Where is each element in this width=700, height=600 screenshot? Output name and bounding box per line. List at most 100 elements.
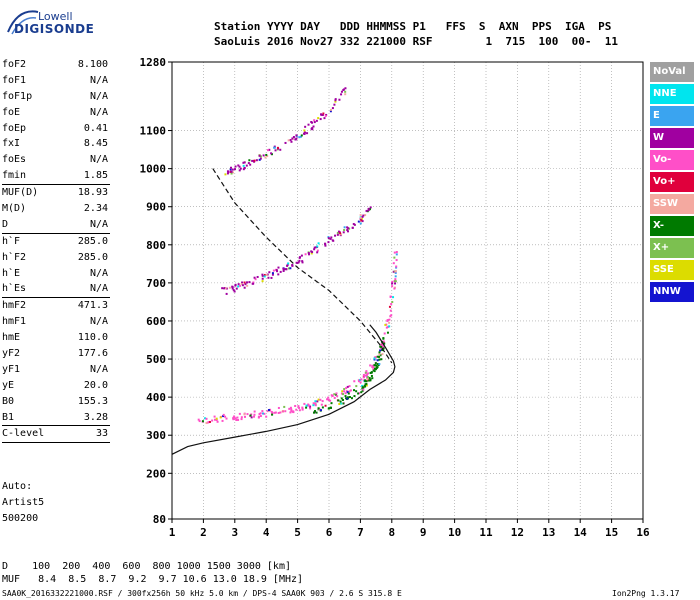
param-value: N/A <box>89 283 108 295</box>
echo-point <box>250 416 253 419</box>
echo-point <box>223 287 226 290</box>
echo-point <box>342 402 345 405</box>
y-tick-label: 600 <box>146 315 166 328</box>
echo-point <box>273 411 276 414</box>
echo-point <box>228 286 231 289</box>
echo-point <box>313 411 316 414</box>
echo-point <box>301 261 304 264</box>
param-label: foF1p <box>2 90 33 102</box>
echo-point <box>373 358 376 361</box>
echo-point <box>380 343 383 346</box>
echo-point <box>333 396 336 399</box>
echo-point <box>225 417 228 420</box>
param-value: 471.3 <box>77 300 108 312</box>
echo-point <box>253 410 256 413</box>
echo-point <box>394 280 397 283</box>
echo-point <box>371 377 374 380</box>
echo-point <box>388 325 391 328</box>
echo-point <box>348 390 351 393</box>
echo-point <box>344 90 347 93</box>
echo-point <box>393 287 396 290</box>
echo-point <box>338 402 341 405</box>
echo-point <box>391 300 394 303</box>
echo-point <box>298 256 301 259</box>
param-value: N/A <box>89 218 108 230</box>
echo-point <box>292 136 295 139</box>
echo-point <box>303 402 306 405</box>
echo-point <box>242 168 245 171</box>
echo-point <box>253 413 256 416</box>
echo-point <box>342 89 345 92</box>
echo-point <box>266 149 269 152</box>
param-row-yf1: yF1 N/A <box>2 362 110 378</box>
autoscale-artist: Artist5 <box>2 497 45 508</box>
echo-point <box>237 418 240 421</box>
param-row-hf2: h`F2 285.0 <box>2 250 110 266</box>
echo-point <box>274 149 277 152</box>
echo-point <box>355 385 358 388</box>
echo-point <box>258 154 261 157</box>
echo-point <box>383 332 386 335</box>
param-value: N/A <box>89 316 108 328</box>
param-label: hmF1 <box>2 316 27 328</box>
echo-point <box>313 246 316 249</box>
echo-point <box>344 87 347 90</box>
echo-point <box>254 278 257 281</box>
x-tick-label: 4 <box>263 526 270 539</box>
echo-point <box>389 309 392 312</box>
echo-point <box>365 209 368 212</box>
echo-point <box>311 251 314 254</box>
echo-point <box>232 416 235 419</box>
echo-point <box>313 248 316 251</box>
echo-point <box>316 251 319 254</box>
x-tick-label: 2 <box>200 526 207 539</box>
param-row-hmf1: hmF1 N/A <box>2 314 110 330</box>
echo-point <box>386 319 389 322</box>
echo-point <box>249 163 252 166</box>
echo-point <box>252 282 255 285</box>
echo-point <box>279 148 282 151</box>
echo-point <box>344 93 347 96</box>
echo-point <box>317 407 320 410</box>
param-value: 8.100 <box>77 59 108 70</box>
echo-point <box>294 138 297 141</box>
param-row-clevel: C-level 33 <box>2 426 110 442</box>
echo-point <box>346 230 349 233</box>
echo-point <box>309 405 312 408</box>
param-row-d: D N/A <box>2 217 110 233</box>
echo-point <box>265 415 268 418</box>
echo-point <box>290 140 293 143</box>
echo-point <box>312 404 315 407</box>
echo-point <box>348 396 351 399</box>
echo-point <box>311 121 314 124</box>
param-row-b1: B1 3.28 <box>2 410 110 426</box>
echo-point <box>359 216 362 219</box>
echo-point <box>225 287 228 290</box>
echo-point <box>288 407 291 410</box>
param-value: 33 <box>95 428 108 440</box>
echo-point <box>394 270 397 273</box>
echo-point <box>321 113 324 116</box>
echo-point <box>261 412 264 415</box>
echo-point <box>219 416 222 419</box>
param-label: M(D) <box>2 203 27 215</box>
param-label: foEs <box>2 154 27 166</box>
echo-point <box>334 99 337 102</box>
param-value: N/A <box>89 363 108 375</box>
echo-point <box>364 383 367 386</box>
echo-point <box>327 396 330 399</box>
echo-point <box>367 376 370 379</box>
echo-point <box>361 220 364 223</box>
param-row-hme: hmE 110.0 <box>2 330 110 346</box>
x-tick-label: 5 <box>294 526 301 539</box>
param-row-foes: foEs N/A <box>2 152 110 168</box>
echo-point <box>321 400 324 403</box>
echo-point <box>295 134 298 137</box>
echo-point <box>250 413 253 416</box>
echo-point <box>222 415 225 418</box>
echo-point <box>264 156 267 159</box>
echo-point <box>230 172 233 175</box>
echo-point <box>378 363 381 366</box>
param-label: D <box>2 218 9 230</box>
echo-point <box>224 415 227 418</box>
